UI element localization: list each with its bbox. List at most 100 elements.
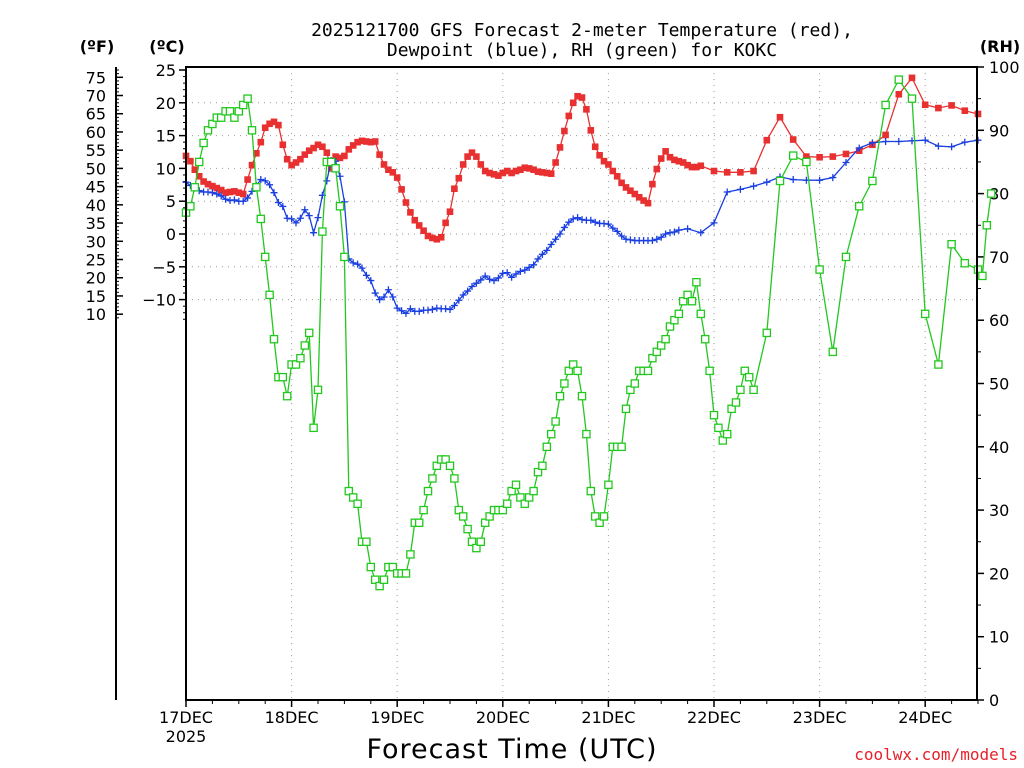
relative-humidity-marker [458,512,468,521]
temperature-marker [411,216,419,224]
dewpoint-marker [472,279,480,287]
dewpoint-marker [213,190,221,198]
temperature-marker [310,144,317,152]
temperature-marker [710,167,718,175]
relative-humidity-marker [920,309,930,319]
dewpoint-marker [934,142,942,150]
temperature-marker [627,187,634,195]
dewpoint-marker [591,218,599,226]
temperature-marker [543,169,551,177]
relative-humidity-marker [546,429,556,439]
relative-humidity-marker [524,493,534,502]
temperature-marker [398,186,405,193]
source-credit: coolwx.com/models [854,745,1018,764]
dewpoint-marker [279,202,287,210]
dewpoint-marker [574,214,582,222]
dewpoint-marker [494,274,502,282]
temperature-marker [763,136,771,144]
dewpoint-marker [855,144,863,152]
relative-humidity-marker [450,474,459,483]
dewpoint-marker [362,271,370,279]
temperature-marker [649,180,656,188]
temperature-marker [565,112,573,120]
temperature-marker [688,163,696,171]
temperature-marker [283,155,291,163]
dewpoint-line [185,139,979,315]
relative-humidity-marker [687,296,697,306]
relative-humidity-marker [617,442,626,452]
relative-humidity-marker [243,94,252,103]
dewpoint-marker [464,287,472,295]
dewpoint-marker [662,230,670,238]
relative-humidity-marker [621,404,631,414]
relative-humidity-marker [463,524,472,534]
dewpoint-marker [486,275,494,283]
temperature-marker [288,161,295,169]
rh-tick-label: 0 [989,691,999,710]
temperature-marker [209,182,216,190]
temperature-marker [569,99,577,107]
relative-humidity-marker [894,75,904,84]
relative-humidity-marker [815,265,824,274]
relative-humidity-marker [203,126,213,135]
relative-humidity-marker [208,119,217,129]
temperature-marker [292,159,300,166]
dewpoint-marker [204,188,212,196]
dewpoint-marker [310,229,318,237]
temperature-marker [314,141,322,149]
relative-humidity-marker [414,518,424,528]
dewpoint-marker [283,214,291,222]
relative-humidity-marker [529,486,538,496]
dewpoint-marker [565,218,573,226]
temperature-marker [187,157,194,165]
temperature-marker [354,138,361,146]
temperature-marker [609,167,617,175]
temperature-marker [578,94,586,101]
relative-humidity-marker [507,486,516,496]
dewpoint-marker [296,214,304,222]
relative-humidity-marker [485,512,494,521]
temperature-marker [605,161,612,168]
x-tick-label: 21DEC [581,708,635,727]
dewpoint-marker [398,307,406,315]
dewpoint-marker [666,229,674,237]
dewpoint-marker [534,255,542,263]
relative-humidity-marker [868,176,877,186]
temperature-marker [908,74,916,82]
dewpoint-marker [538,250,546,258]
dewpoint-marker [402,309,410,317]
relative-humidity-marker [714,423,723,433]
dewpoint-marker [428,305,436,313]
temperature-marker [468,149,476,156]
dewpoint-marker [512,270,520,278]
dewpoint-marker [367,277,375,285]
relative-humidity-marker [291,360,301,369]
relative-humidity-marker [265,290,274,300]
relative-humidity-marker [564,366,574,376]
dewpoint-marker [670,228,678,236]
dewpoint-marker [499,269,507,277]
temperature-marker [657,155,665,162]
dewpoint-marker [921,136,929,144]
fahrenheit-tick-label: 60 [86,123,106,142]
temperature-marker [679,159,687,166]
relative-humidity-marker [692,277,701,287]
temperature-marker [407,209,414,216]
temperature-marker [266,120,273,128]
relative-humidity-marker [186,202,195,211]
relative-humidity-marker [643,366,653,376]
x-tick-label: 23DEC [793,708,847,727]
dewpoint-marker [371,289,379,297]
temperature-marker [671,156,678,164]
dewpoint-marker [521,266,529,274]
dewpoint-marker [261,177,269,185]
relative-humidity-marker [727,404,736,414]
temperature-marker [222,189,229,196]
temperature-marker [442,219,449,227]
temperature-marker [618,179,625,187]
relative-humidity-marker [260,252,270,262]
fahrenheit-tick-label: 55 [86,141,106,160]
fahrenheit-tick-label: 65 [86,105,106,124]
temperature-marker [895,90,903,98]
temperature-marker [213,184,221,192]
